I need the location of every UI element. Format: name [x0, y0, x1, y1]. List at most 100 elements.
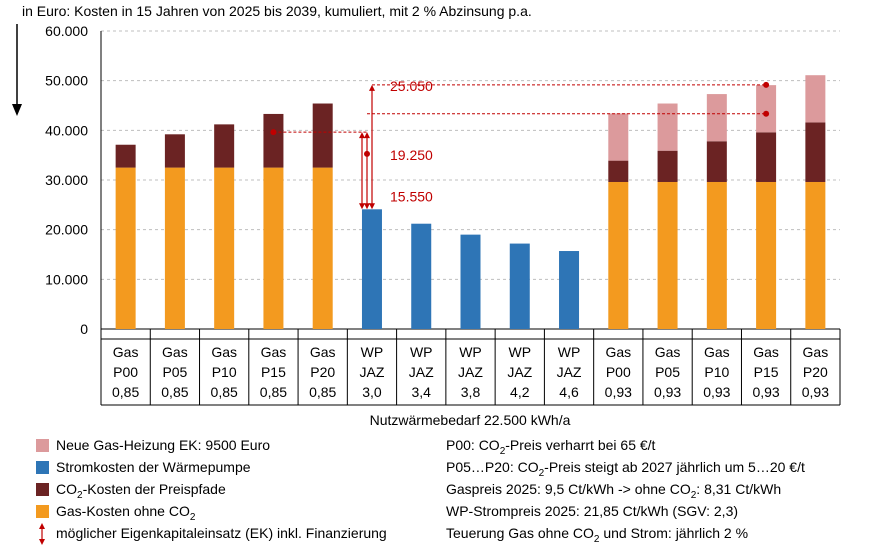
bar-segment-3-cat-3: [214, 124, 235, 168]
x-tick-label: 0,85: [309, 384, 336, 400]
bar-segment-1-cat-11: [608, 181, 629, 329]
x-tick-label: 3,4: [411, 384, 431, 400]
x-tick-label: 4,2: [510, 384, 530, 400]
x-tick-label: 0,93: [605, 384, 632, 400]
chart-area: in Euro: Kosten in 15 Jahren von 2025 bi…: [12, 3, 841, 428]
x-tick-label: P00: [113, 364, 138, 380]
down-arrow-icon: [12, 104, 22, 116]
x-tick-label: Gas: [310, 344, 336, 360]
annot-arrow-3-head-up: [359, 132, 365, 139]
x-tick-label: P15: [754, 364, 779, 380]
bar-segment-2-cat-7: [411, 223, 432, 329]
bar-segment-1-cat-13: [706, 181, 727, 329]
bar-segment-4-cat-13: [706, 94, 727, 142]
annotation-label: 19.250: [390, 147, 433, 163]
x-tick-label: Gas: [605, 344, 631, 360]
annot-arrow-2-head-up: [364, 132, 370, 139]
x-tick-label: WP: [459, 344, 482, 360]
x-tick-label: Gas: [753, 344, 779, 360]
legend-label: Stromkosten der Wärmepumpe: [56, 459, 251, 475]
annot-arrow-2-head-down: [364, 203, 370, 210]
bar-segment-1-cat-14: [756, 181, 777, 329]
x-tick-label: P05: [655, 364, 680, 380]
x-tick-label: JAZ: [409, 364, 434, 380]
x-tick-label: P20: [803, 364, 828, 380]
x-tick-label: 0,85: [211, 384, 238, 400]
bar-segment-4-cat-11: [608, 113, 629, 161]
bar-segment-3-cat-11: [608, 160, 629, 182]
x-tick-label: WP: [558, 344, 581, 360]
bar-segment-3-cat-4: [263, 113, 284, 168]
bar-segment-3-cat-15: [805, 122, 826, 182]
x-tick-label: P15: [261, 364, 286, 380]
bar-segment-4-cat-15: [805, 75, 826, 123]
note-line: WP-Strompreis 2025: 21,85 Ct/kWh (SGV: 2…: [446, 503, 739, 519]
x-tick-label: P05: [162, 364, 187, 380]
bar-segment-2-cat-10: [559, 251, 580, 329]
x-tick-label: Gas: [655, 344, 681, 360]
y-tick-label: 40.000: [45, 122, 88, 138]
annot-arrow-3-head-down: [359, 203, 365, 210]
bar-segment-2-cat-9: [509, 243, 530, 329]
legend-label: Gas-Kosten ohne CO2: [56, 503, 196, 523]
y-tick-label: 10.000: [45, 271, 88, 287]
legend-label: CO2-Kosten der Preispfade: [56, 481, 226, 501]
legend-swatch: [36, 483, 49, 496]
note-line: P05…P20: CO2-Preis steigt ab 2027 jährli…: [446, 459, 805, 479]
bar-segment-4-cat-12: [657, 103, 678, 151]
x-tick-label: 0,85: [112, 384, 139, 400]
bar-segment-3-cat-1: [115, 144, 136, 168]
bar-segment-2-cat-8: [460, 234, 481, 329]
annotations: 25.050 19.250 15.550: [270, 78, 770, 210]
x-tick-label: P20: [310, 364, 335, 380]
annotation-label: 15.550: [390, 188, 433, 204]
y-tick-label: 60.000: [45, 23, 88, 39]
bar-segment-3-cat-13: [706, 141, 727, 182]
x-tick-label: Gas: [803, 344, 829, 360]
x-tick-label: 0,93: [703, 384, 730, 400]
legend-label: Neue Gas-Heizung EK: 9500 Euro: [56, 437, 271, 453]
legend-swatch: [36, 461, 49, 474]
x-axis-label: Nutzwärmebedarf 22.500 kWh/a: [370, 412, 571, 428]
x-tick-label: JAZ: [557, 364, 582, 380]
x-tick-label: 3,8: [461, 384, 481, 400]
x-tick-label: Gas: [113, 344, 139, 360]
x-tick-label: 3,0: [362, 384, 382, 400]
y-axis-ticks: 0 10.000 20.000 30.000 40.000 50.000 60.000: [45, 23, 88, 337]
annot-dot-1: [763, 81, 770, 88]
annot-dot-3: [270, 129, 277, 136]
x-tick-label: 0,93: [752, 384, 779, 400]
double-arrow-icon: [39, 523, 45, 545]
bar-segment-1-cat-4: [263, 167, 284, 329]
y-tick-label: 20.000: [45, 222, 88, 238]
note-line: Gaspreis 2025: 9,5 Ct/kWh -> ohne CO2: 8…: [446, 481, 782, 501]
note-line: P00: CO2-Preis verharrt bei 65 €/t: [446, 437, 656, 457]
y-tick-label: 30.000: [45, 172, 88, 188]
x-tick-label: JAZ: [507, 364, 532, 380]
bar-segment-1-cat-2: [164, 167, 185, 329]
annot-dot-2: [763, 110, 770, 117]
annot-arrow-1-head-down: [369, 203, 375, 210]
x-tick-label: Gas: [261, 344, 287, 360]
bar-segment-1-cat-1: [115, 167, 136, 329]
bar-segment-1-cat-12: [657, 181, 678, 329]
x-tick-label: WP: [508, 344, 531, 360]
note-line: Teuerung Gas ohne CO2 und Strom: jährlic…: [446, 525, 749, 545]
x-tick-label: Gas: [704, 344, 730, 360]
x-tick-label: JAZ: [360, 364, 385, 380]
bar-segment-3-cat-2: [164, 134, 185, 168]
bars: [115, 75, 826, 329]
x-tick-label: WP: [410, 344, 433, 360]
x-category-table: Gas P00 0,85 Gas P05 0,85 Gas P10 0,85 Gas P15 0,85…: [100, 329, 841, 406]
bar-segment-3-cat-12: [657, 150, 678, 182]
y-tick-label: 0: [80, 321, 88, 337]
bar-segment-4-cat-14: [756, 85, 777, 133]
y-tick-label: 50.000: [45, 73, 88, 89]
bar-segment-3-cat-14: [756, 132, 777, 182]
x-tick-label: Gas: [162, 344, 188, 360]
bar-segment-1-cat-3: [214, 167, 235, 329]
x-tick-label: Gas: [211, 344, 237, 360]
bar-segment-2-cat-6: [361, 209, 382, 329]
x-tick-label: P10: [704, 364, 729, 380]
bar-segment-1-cat-5: [312, 167, 333, 329]
